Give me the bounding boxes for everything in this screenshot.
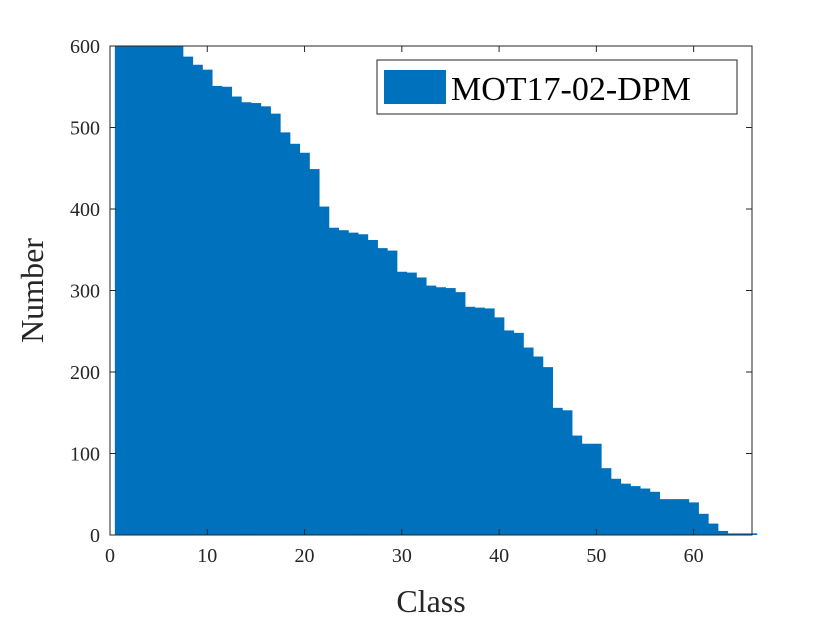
bar	[124, 46, 135, 535]
bar	[192, 64, 203, 536]
bar	[212, 85, 223, 535]
bar	[465, 306, 476, 535]
x-axis-ticks: 0 10 20 30 40 50 60	[105, 46, 704, 567]
bar	[494, 317, 505, 535]
y-tick-label: 0	[90, 525, 100, 547]
bar	[251, 103, 262, 536]
bar	[542, 367, 553, 535]
bar	[455, 292, 466, 535]
bar	[134, 46, 145, 535]
bar	[698, 513, 709, 535]
x-tick-label: 30	[392, 545, 412, 567]
bar	[533, 356, 544, 535]
bar	[659, 499, 670, 535]
bar	[445, 288, 456, 535]
bar	[377, 248, 388, 535]
bar	[581, 443, 592, 535]
bar	[630, 486, 641, 535]
bar	[289, 143, 301, 536]
bar	[309, 169, 320, 535]
bar	[114, 46, 125, 535]
bar	[163, 46, 174, 535]
bar	[387, 250, 398, 535]
bar	[669, 499, 680, 535]
legend-entry: MOT17-02-DPM	[451, 71, 691, 108]
bar	[562, 410, 573, 535]
y-tick-label: 400	[70, 199, 100, 221]
bar	[260, 106, 271, 535]
bar	[319, 206, 330, 535]
bar	[280, 132, 291, 535]
bar	[572, 435, 583, 535]
bar	[503, 330, 515, 535]
y-tick-label: 100	[70, 444, 100, 466]
bar	[299, 152, 310, 535]
bar	[416, 277, 427, 535]
x-tick-label: 50	[586, 545, 606, 567]
y-tick-label: 200	[70, 362, 100, 384]
bar	[144, 46, 155, 535]
bar	[717, 530, 729, 535]
bar	[182, 56, 194, 535]
y-axis-ticks: 0 100 200 300 400 500 600	[70, 36, 752, 547]
bar	[708, 523, 719, 535]
bar	[523, 347, 534, 535]
bar	[406, 272, 417, 535]
bar	[591, 443, 602, 535]
bar	[620, 483, 631, 535]
x-tick-label: 10	[197, 545, 217, 567]
bar	[231, 96, 242, 535]
bar	[328, 227, 339, 535]
bar	[513, 332, 524, 535]
bar	[202, 69, 213, 535]
bar	[679, 499, 690, 535]
bar	[426, 285, 437, 535]
bar	[241, 102, 252, 536]
bar	[688, 502, 699, 535]
bar	[601, 468, 612, 535]
bar	[737, 533, 748, 535]
bar	[640, 488, 651, 535]
bar	[348, 232, 359, 535]
bar	[484, 308, 495, 535]
bar	[367, 239, 378, 535]
bar	[649, 491, 660, 535]
bar	[358, 234, 369, 535]
bar	[474, 307, 485, 535]
x-axis-label: Class	[396, 583, 465, 619]
legend: MOT17-02-DPM	[376, 59, 738, 115]
bar	[552, 407, 563, 535]
bar	[610, 478, 622, 535]
y-tick-label: 300	[70, 281, 100, 303]
bar	[727, 533, 738, 535]
y-axis-label: Number	[14, 238, 50, 343]
bar	[338, 230, 349, 535]
x-tick-label: 20	[295, 545, 315, 567]
bar	[221, 86, 232, 535]
bar	[270, 113, 281, 536]
legend-swatch	[384, 70, 446, 104]
bar	[153, 46, 164, 535]
bars-group	[114, 46, 758, 536]
bar	[396, 271, 408, 535]
bar	[435, 287, 446, 535]
x-tick-label: 60	[684, 545, 704, 567]
x-tick-label: 0	[105, 545, 115, 567]
y-tick-label: 600	[70, 36, 100, 58]
y-tick-label: 500	[70, 118, 100, 140]
x-tick-label: 40	[489, 545, 509, 567]
bar	[173, 46, 184, 535]
